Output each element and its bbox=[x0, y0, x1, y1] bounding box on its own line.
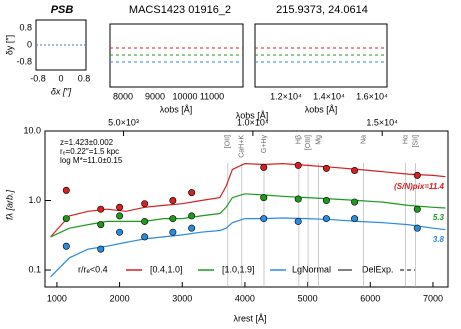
data-point bbox=[141, 233, 149, 241]
data-point bbox=[322, 215, 330, 223]
data-point bbox=[62, 242, 70, 250]
feature-label: [OII] bbox=[225, 135, 232, 148]
data-point bbox=[62, 186, 70, 194]
data-point bbox=[294, 217, 302, 225]
legend-label: [0.4,1.0] bbox=[150, 264, 183, 274]
data-point bbox=[294, 195, 302, 203]
data-point bbox=[351, 167, 359, 175]
x2-tick-label: 1.0×10⁴ bbox=[237, 117, 269, 127]
x-axis-title: λrest [Å] bbox=[233, 313, 266, 323]
x-tick-label: 0.8 bbox=[78, 73, 91, 83]
x-tick-label: 1.6×10⁴ bbox=[356, 91, 388, 101]
x-tick-label: 10000 bbox=[172, 91, 197, 101]
data-point bbox=[413, 205, 421, 213]
data-point bbox=[413, 171, 421, 179]
y-tick-label: -0.8 bbox=[16, 56, 32, 66]
feature-label: Mg bbox=[315, 135, 322, 145]
model-line bbox=[50, 162, 446, 238]
x-tick-label: 8000 bbox=[113, 91, 133, 101]
x-axis-title: λobs [Å] bbox=[305, 104, 338, 114]
x-axis-title: λobs [Å] bbox=[160, 104, 193, 114]
title: PSB bbox=[51, 4, 74, 16]
sn-label: 5.3 bbox=[433, 213, 445, 222]
grism-label: G141 bbox=[259, 26, 281, 36]
data-point bbox=[413, 224, 421, 232]
data-point bbox=[188, 212, 196, 220]
data-point bbox=[116, 212, 124, 220]
data-point bbox=[351, 198, 359, 206]
legend-label: DelExp. bbox=[362, 264, 394, 274]
data-point bbox=[188, 189, 196, 197]
data-point bbox=[322, 164, 330, 172]
feature-label: G+Hγ bbox=[261, 135, 268, 154]
x-tick-label: 5000 bbox=[298, 293, 318, 303]
x-tick-label: 4000 bbox=[235, 293, 255, 303]
data-point bbox=[294, 161, 302, 169]
x-tick-label: 3000 bbox=[172, 293, 192, 303]
object-name: MACS1423 01916_2 bbox=[129, 4, 231, 16]
y-tick-label: 0.8 bbox=[19, 22, 32, 32]
data-point bbox=[116, 228, 124, 236]
data-point bbox=[351, 215, 359, 223]
data-point bbox=[97, 205, 105, 213]
data-point bbox=[97, 221, 105, 229]
x-tick-label: -0.8 bbox=[30, 73, 46, 83]
feature-label: CaH+K bbox=[239, 135, 246, 158]
data-point bbox=[169, 215, 177, 223]
data-point bbox=[188, 224, 196, 232]
data-point bbox=[260, 194, 268, 202]
x-tick-label: 6000 bbox=[360, 293, 380, 303]
coordinates: 215.9373, 24.0614 bbox=[276, 4, 368, 16]
x2-tick-label: 5.0×10³ bbox=[108, 117, 139, 127]
data-point bbox=[141, 200, 149, 208]
info-text: rₑ=0.22″=1.5 kpc bbox=[60, 147, 119, 156]
x-axis-title: δx [″] bbox=[51, 86, 72, 96]
x-tick-label: 1.4×10⁴ bbox=[313, 91, 345, 101]
x-tick-label: 11000 bbox=[200, 91, 224, 101]
info-text: z=1.423±0.002 bbox=[60, 138, 114, 147]
model-line bbox=[50, 217, 446, 278]
y-axis-title: δy [″] bbox=[4, 35, 14, 55]
x-tick-label: 7000 bbox=[423, 293, 443, 303]
y-tick-label: 0.1 bbox=[28, 264, 41, 274]
y-tick-label: 1.0 bbox=[28, 195, 41, 205]
feature-label: Na bbox=[360, 135, 367, 144]
data-point bbox=[97, 245, 105, 253]
y-tick-label: 0 bbox=[27, 39, 32, 49]
feature-label: [SII] bbox=[412, 135, 419, 148]
data-point bbox=[260, 163, 268, 171]
feature-label: [OIII] bbox=[305, 135, 312, 150]
x-tick-label: 0 bbox=[58, 73, 63, 83]
legend-label: [1.0,1.9] bbox=[222, 264, 255, 274]
plot-frame bbox=[44, 130, 449, 288]
grism-label: G102 bbox=[114, 26, 136, 36]
x-tick-label: 2000 bbox=[110, 293, 130, 303]
x-tick-label: 1.2×10⁴ bbox=[270, 91, 302, 101]
x2-tick-label: 1.5×10⁴ bbox=[366, 117, 398, 127]
model-line bbox=[50, 193, 446, 238]
feature-label: Hα bbox=[402, 135, 409, 144]
data-point bbox=[260, 215, 268, 223]
legend-box bbox=[70, 263, 420, 277]
feature-label: Hβ bbox=[296, 135, 303, 144]
data-point bbox=[62, 215, 70, 223]
x-tick-label: 9000 bbox=[145, 91, 165, 101]
info-text: log M*=11.0±0.15 bbox=[60, 156, 123, 165]
x2-axis-title: λobs [Å] bbox=[236, 110, 269, 120]
y-axis-title: fλ [arb.] bbox=[4, 190, 14, 220]
data-point bbox=[169, 228, 177, 236]
extraction-lines bbox=[110, 47, 387, 63]
data-point bbox=[169, 197, 177, 205]
sn-label: 3.8 bbox=[433, 235, 445, 244]
data-point bbox=[116, 203, 124, 211]
legend-label: r/rₑ<0.4 bbox=[78, 264, 108, 274]
x-tick-label: 1000 bbox=[47, 293, 67, 303]
sn-label: (S/N)pix=11.4 bbox=[394, 182, 444, 191]
legend-label: LgNormal bbox=[292, 264, 331, 274]
y-tick-label: 10.0 bbox=[23, 125, 41, 135]
data-point bbox=[141, 217, 149, 225]
data-point bbox=[322, 197, 330, 205]
